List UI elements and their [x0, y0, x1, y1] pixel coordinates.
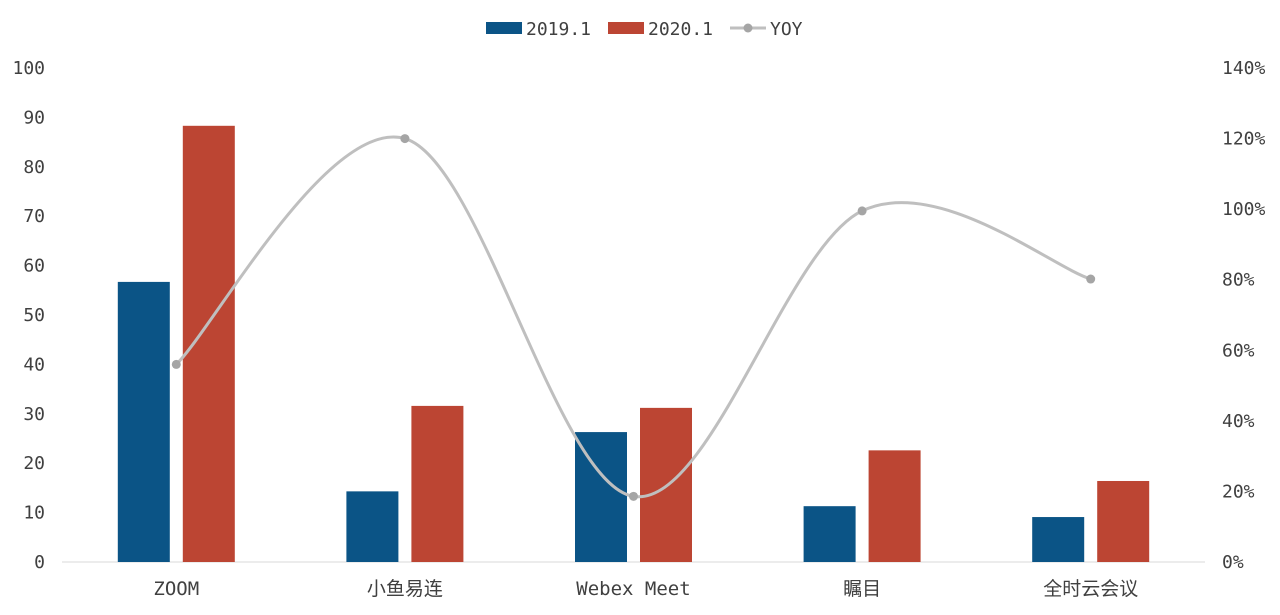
y-right-tick-label: 20% [1222, 481, 1255, 502]
category-label: 全时云会议 [1043, 578, 1138, 600]
legend-item-2020: 2020.1 [608, 19, 713, 40]
category-label: 瞩目 [843, 578, 881, 600]
y-left-tick-label: 0 [34, 552, 45, 573]
y-left-tick-label: 100 [12, 58, 45, 79]
bar-2020 [868, 450, 921, 562]
y-left-tick-label: 50 [23, 305, 45, 326]
bar-2020 [182, 125, 235, 562]
category-labels: ZOOM 小鱼易连 Webex Meet 瞩目 全时云会议 [153, 578, 1138, 600]
y-right-tick-label: 140% [1222, 58, 1266, 79]
legend-item-2019: 2019.1 [486, 19, 591, 40]
legend-label-2020: 2020.1 [648, 19, 713, 40]
yoy-line [175, 135, 1092, 498]
legend-marker-yoy [743, 23, 753, 33]
y-right-tick-label: 80% [1222, 270, 1255, 291]
y-right-tick-label: 100% [1222, 199, 1266, 220]
legend-label-yoy: YOY [770, 19, 803, 40]
yoy-point [629, 491, 638, 501]
y-left-tick-label: 90 [23, 107, 45, 128]
yoy-point [171, 359, 181, 369]
y-right-tick-label: 60% [1222, 340, 1255, 361]
yoy-point [857, 206, 867, 216]
y-right-tick-label: 40% [1222, 411, 1255, 432]
y-left-tick-label: 40 [23, 354, 45, 375]
yoy-line-layer [171, 134, 1096, 501]
bar-2019 [346, 491, 399, 562]
legend-label-2019: 2019.1 [526, 19, 591, 40]
bar-2020 [411, 405, 464, 562]
y-left-tick-label: 30 [23, 404, 45, 425]
legend-item-yoy: YOY [730, 19, 803, 40]
y-left-tick-label: 70 [23, 206, 45, 227]
legend: 2019.1 2020.1 YOY [486, 19, 803, 40]
y-left-tick-label: 10 [23, 503, 45, 524]
y-right-tick-label: 0% [1222, 552, 1244, 573]
category-label: ZOOM [153, 578, 199, 600]
y-left-tick-label: 60 [23, 256, 45, 277]
bar-2020 [1097, 480, 1150, 562]
y-right-tick-label: 120% [1222, 129, 1266, 150]
category-label: Webex Meet [576, 578, 690, 600]
bar-2019 [1032, 517, 1085, 562]
y-left-tick-label: 20 [23, 453, 45, 474]
category-label: 小鱼易连 [367, 578, 443, 600]
legend-swatch-2020 [608, 22, 644, 34]
yoy-point [400, 134, 410, 144]
bar-2019 [803, 506, 856, 562]
legend-swatch-2019 [486, 22, 522, 34]
right-axis: 0% 20% 40% 60% 80% 100% 120% 140% [1222, 58, 1266, 573]
yoy-point [1086, 274, 1096, 284]
bar-2019 [117, 281, 170, 562]
bar-2019 [575, 432, 627, 562]
left-axis: 0 10 20 30 40 50 60 70 80 90 100 [12, 58, 45, 573]
y-left-tick-label: 80 [23, 157, 45, 178]
